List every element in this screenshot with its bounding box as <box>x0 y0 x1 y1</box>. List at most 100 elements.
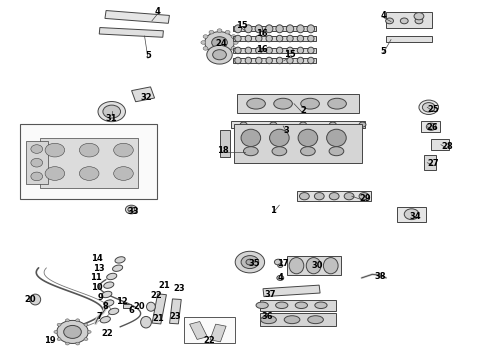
Ellipse shape <box>147 302 155 311</box>
Ellipse shape <box>295 302 308 309</box>
Ellipse shape <box>30 294 41 305</box>
Circle shape <box>65 342 69 345</box>
Ellipse shape <box>300 147 315 156</box>
Bar <box>263 285 320 297</box>
Text: 34: 34 <box>410 212 421 221</box>
Circle shape <box>65 319 69 322</box>
Text: 9: 9 <box>98 292 103 302</box>
Text: 20: 20 <box>24 295 36 304</box>
Bar <box>105 10 170 23</box>
Ellipse shape <box>308 47 314 54</box>
Bar <box>233 36 316 41</box>
Ellipse shape <box>308 316 323 324</box>
Ellipse shape <box>235 47 241 54</box>
Ellipse shape <box>115 257 125 263</box>
Ellipse shape <box>141 316 151 328</box>
Ellipse shape <box>114 167 133 180</box>
Circle shape <box>209 51 214 55</box>
Bar <box>40 138 138 188</box>
Circle shape <box>315 193 324 200</box>
Ellipse shape <box>102 291 112 298</box>
Bar <box>233 48 316 53</box>
Ellipse shape <box>306 258 321 274</box>
Ellipse shape <box>256 35 262 42</box>
Text: 28: 28 <box>441 143 453 152</box>
Ellipse shape <box>276 47 283 54</box>
Bar <box>231 121 365 128</box>
Circle shape <box>128 207 135 212</box>
Text: 2: 2 <box>300 107 306 115</box>
Ellipse shape <box>287 47 293 54</box>
Circle shape <box>54 330 58 333</box>
Ellipse shape <box>45 143 65 157</box>
Bar <box>220 130 230 157</box>
Circle shape <box>209 30 214 34</box>
Ellipse shape <box>113 265 122 271</box>
Circle shape <box>404 209 419 220</box>
Circle shape <box>386 18 393 24</box>
Text: 36: 36 <box>261 311 273 320</box>
Circle shape <box>205 32 234 53</box>
Circle shape <box>31 172 43 181</box>
Text: 18: 18 <box>217 146 229 155</box>
Ellipse shape <box>104 300 114 306</box>
Ellipse shape <box>244 147 258 156</box>
Bar <box>432 139 449 150</box>
Text: 21: 21 <box>152 314 164 323</box>
Ellipse shape <box>235 35 241 42</box>
Text: 1: 1 <box>270 206 276 215</box>
Text: 22: 22 <box>101 328 113 338</box>
Bar <box>170 299 181 324</box>
Text: 25: 25 <box>428 105 440 114</box>
Text: 5: 5 <box>380 46 386 55</box>
Circle shape <box>240 122 247 127</box>
Bar <box>152 294 167 324</box>
Ellipse shape <box>241 129 261 147</box>
Ellipse shape <box>286 25 294 33</box>
Circle shape <box>84 323 88 326</box>
Ellipse shape <box>297 35 304 42</box>
Circle shape <box>329 122 336 127</box>
Text: 35: 35 <box>248 259 260 268</box>
Ellipse shape <box>287 35 293 42</box>
Bar <box>132 87 154 102</box>
Text: 27: 27 <box>428 159 440 168</box>
Text: 20: 20 <box>134 302 146 311</box>
Text: 16: 16 <box>256 29 268 37</box>
Ellipse shape <box>297 47 304 54</box>
Ellipse shape <box>107 273 117 280</box>
Ellipse shape <box>79 167 99 180</box>
Text: 14: 14 <box>91 254 103 263</box>
Circle shape <box>278 264 283 267</box>
Text: 22: 22 <box>150 292 162 300</box>
Ellipse shape <box>45 167 65 180</box>
Circle shape <box>31 158 43 167</box>
Text: 23: 23 <box>173 284 185 293</box>
Text: 38: 38 <box>374 272 386 281</box>
Ellipse shape <box>274 98 293 109</box>
Circle shape <box>125 205 137 214</box>
Ellipse shape <box>276 57 283 64</box>
Ellipse shape <box>245 35 251 42</box>
Circle shape <box>300 122 307 127</box>
Circle shape <box>344 193 354 200</box>
Circle shape <box>57 323 61 326</box>
Ellipse shape <box>104 282 114 288</box>
Ellipse shape <box>100 316 110 323</box>
Ellipse shape <box>114 143 133 157</box>
Text: 3: 3 <box>284 126 290 135</box>
Circle shape <box>277 275 284 280</box>
Circle shape <box>217 53 222 56</box>
Ellipse shape <box>266 47 272 54</box>
Bar <box>421 121 440 132</box>
Text: 5: 5 <box>145 51 151 60</box>
Text: 11: 11 <box>90 274 101 282</box>
Ellipse shape <box>307 25 315 33</box>
Text: 29: 29 <box>359 194 371 203</box>
Ellipse shape <box>247 98 266 109</box>
Ellipse shape <box>301 98 319 109</box>
Circle shape <box>415 18 423 24</box>
Ellipse shape <box>270 129 289 147</box>
Circle shape <box>400 18 408 24</box>
Bar <box>424 155 437 170</box>
